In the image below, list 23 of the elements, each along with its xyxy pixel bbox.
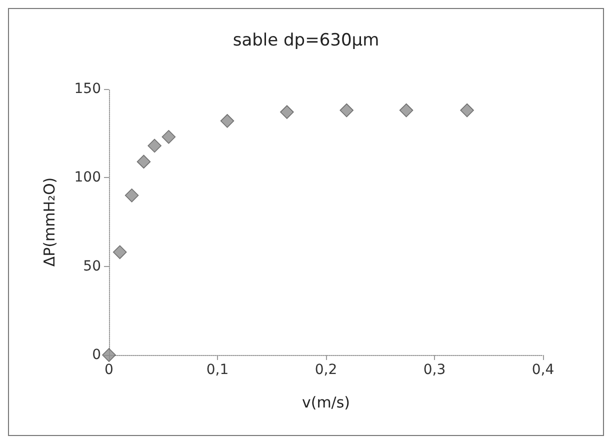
point (162, 130, 176, 144)
point (148, 138, 162, 153)
x-axis-title: v(m/s) (302, 394, 350, 412)
point (340, 103, 354, 118)
x-tick-label: 0 (104, 362, 114, 378)
x-tick-label: 0,4 (532, 362, 554, 378)
point (399, 103, 414, 118)
point (112, 245, 127, 260)
y-tick-label: 100 (74, 170, 101, 186)
point (102, 348, 116, 362)
point (460, 103, 474, 118)
y-tick-label: 0 (92, 347, 101, 363)
point (124, 188, 139, 202)
y-tick-label: 150 (74, 81, 101, 97)
x-tick-label: 0,1 (206, 362, 229, 378)
x-tick-label: 0,3 (423, 362, 446, 378)
point (136, 154, 151, 169)
y-tick-label: 50 (83, 258, 101, 274)
x-tick-label: 0,2 (314, 362, 338, 378)
y-axis-title: ΔP(mmH₂O) (40, 177, 58, 267)
point (220, 114, 234, 128)
chart-title: sable dp=630µm (232, 30, 380, 50)
point (280, 105, 294, 119)
